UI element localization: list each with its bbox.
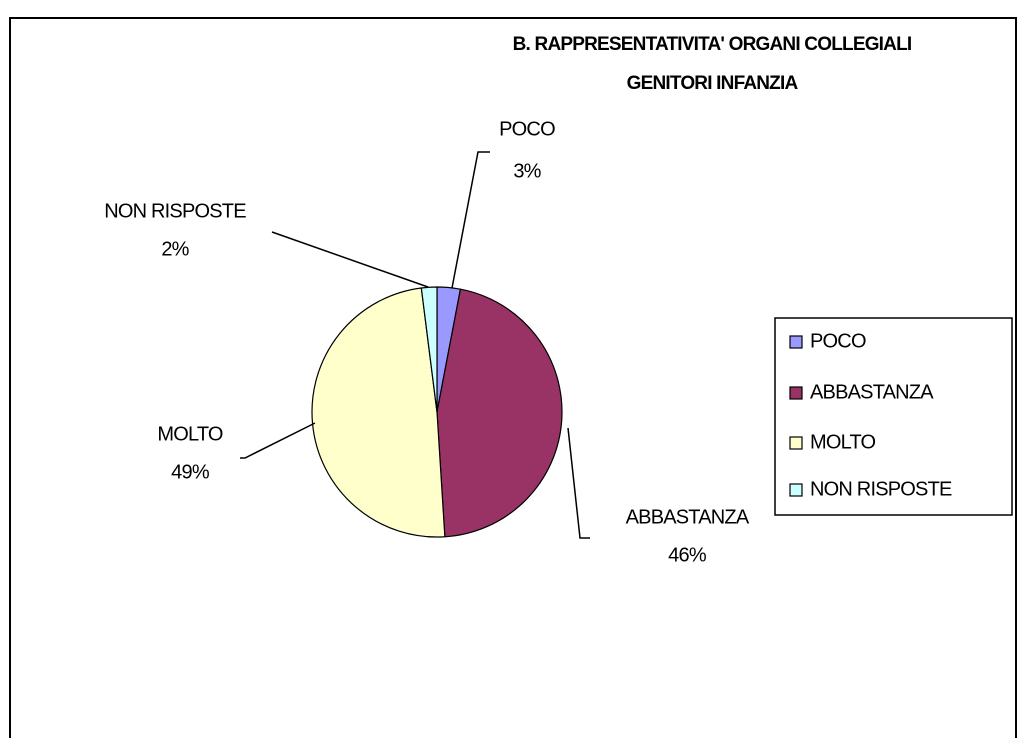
legend-swatch	[789, 483, 803, 497]
legend-label: ABBASTANZA	[810, 381, 934, 403]
legend-label: NON RISPOSTE	[810, 478, 952, 500]
data-label: 49%	[171, 461, 210, 483]
data-label: 3%	[513, 160, 541, 182]
data-label-name: MOLTO	[157, 423, 223, 445]
data-label: 2%	[161, 238, 189, 260]
legend-swatch	[789, 436, 803, 450]
legend-label: MOLTO	[810, 431, 876, 453]
data-label-name: NON RISPOSTE	[104, 200, 246, 222]
leader-line	[567, 427, 590, 539]
leader-line	[240, 422, 316, 459]
legend-box	[774, 317, 1013, 516]
pie-slice	[420, 286, 438, 413]
legend-label: POCO	[810, 330, 866, 352]
pie-slice	[436, 288, 563, 538]
data-label-name: ABBASTANZA	[626, 506, 750, 528]
data-label-name: POCO	[499, 118, 555, 140]
leader-line	[451, 151, 490, 289]
data-label: 46%	[668, 544, 707, 566]
chart-title: B. RAPPRESENTATIVITA' ORGANI COLLEGIALI	[513, 34, 912, 55]
leader-line	[271, 231, 429, 288]
legend-swatch	[789, 386, 803, 400]
chart-title: GENITORI INFANZIA	[627, 73, 799, 94]
legend-swatch	[789, 335, 803, 349]
